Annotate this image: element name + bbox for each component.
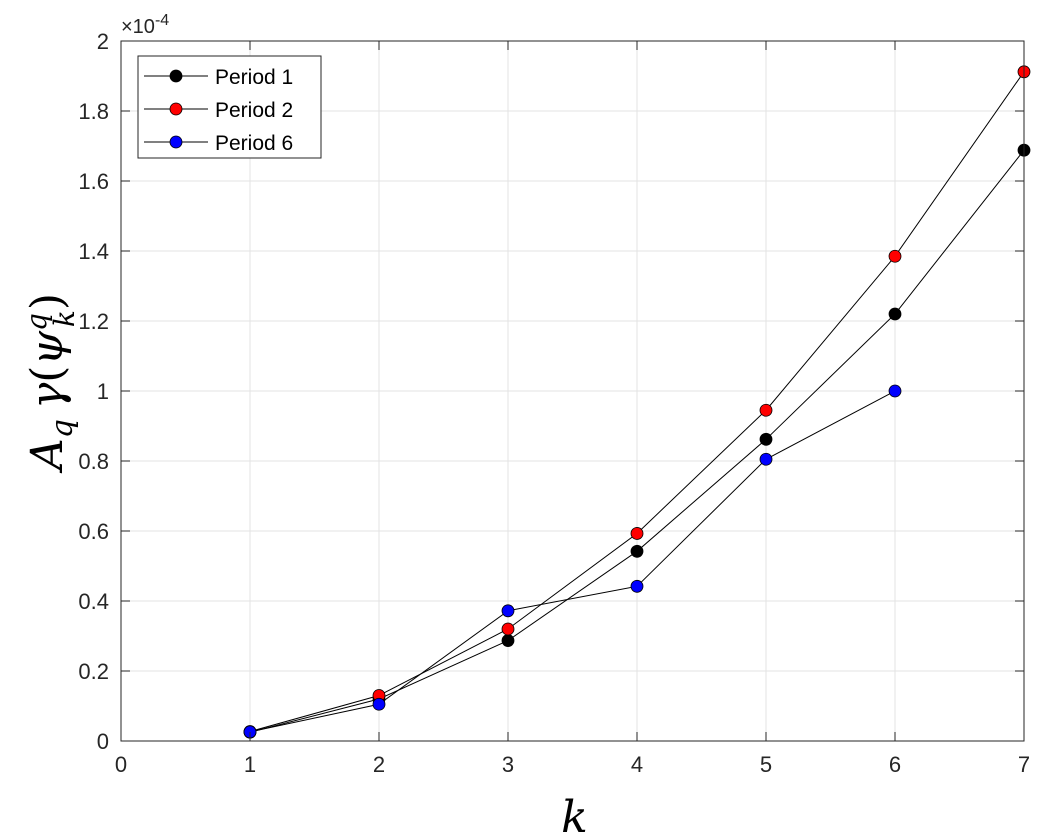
y-tick-labels: 0 0.2 0.4 0.6 0.8 1 1.2 1.4 1.6 1.8 2 [78, 29, 109, 754]
legend-label: Period 6 [215, 132, 293, 155]
data-point-period-2 [759, 403, 773, 417]
y-label-gamma: γ [22, 382, 73, 409]
x-tick-label: 2 [373, 752, 385, 777]
y-label-A: A [22, 438, 73, 474]
data-point-period-6 [759, 452, 773, 466]
grid [120, 40, 1025, 742]
markers-layer [243, 65, 1031, 739]
data-point-period-2 [630, 527, 644, 540]
data-point-period-6 [630, 579, 644, 593]
x-tick-label: 0 [115, 752, 127, 777]
data-point-period-1 [630, 544, 644, 558]
legend-marker [169, 102, 183, 116]
x-tick-label: 4 [631, 752, 643, 777]
y-tick-label: 1.4 [78, 239, 109, 264]
x-tick-label: 5 [760, 752, 772, 777]
data-point-period-6 [501, 604, 515, 618]
data-point-period-1 [888, 307, 902, 321]
data-point-period-2 [888, 249, 902, 263]
x-tick-label: 7 [1018, 752, 1030, 777]
legend: Period 1 Period 2 Period 6 [137, 55, 322, 159]
y-tick-label: 2 [97, 29, 109, 54]
data-point-period-6 [888, 384, 902, 398]
y-label-q-sub: q [45, 419, 80, 438]
y-exponent-base: ×10 [121, 16, 155, 38]
tick-marks [120, 40, 1025, 742]
x-tick-labels: 0 1 2 3 4 5 6 7 [115, 752, 1030, 777]
y-axis-label: Aqγ(ψqk) [20, 293, 81, 474]
legend-label: Period 1 [215, 66, 293, 89]
y-label-psi: ψ [22, 331, 73, 366]
y-tick-label: 1.6 [78, 169, 109, 194]
y-label-open-paren: ( [22, 366, 73, 383]
series-layer [243, 65, 1031, 739]
y-tick-label: 0.6 [78, 519, 109, 544]
x-tick-label: 1 [244, 752, 256, 777]
x-tick-label: 6 [889, 752, 901, 777]
legend-box [137, 55, 322, 159]
legend-marker [169, 69, 183, 83]
y-tick-label: 0.8 [78, 449, 109, 474]
x-tick-label: 3 [502, 752, 514, 777]
y-label-close-paren: ) [22, 293, 73, 310]
data-point-period-1 [759, 432, 773, 446]
y-tick-label: 1.2 [78, 309, 109, 334]
y-exponent-power: -4 [155, 12, 169, 29]
y-label-q-sup: q [20, 313, 53, 331]
legend-marker [169, 135, 183, 149]
legend-label: Period 2 [215, 99, 293, 122]
y-tick-label: 0.4 [78, 589, 109, 614]
y-label-k-sub: k [48, 310, 81, 327]
y-tick-label: 1.8 [78, 99, 109, 124]
y-tick-label: 0.2 [78, 659, 109, 684]
data-point-period-6 [372, 697, 386, 711]
x-axis-label: k [561, 792, 588, 838]
data-point-period-2 [501, 622, 515, 636]
series-line-period-6 [249, 390, 896, 733]
data-point-period-1 [501, 634, 515, 647]
y-exponent-label: ×10-4 [121, 12, 169, 38]
y-tick-label: 1 [97, 379, 109, 404]
y-tick-label: 0 [97, 729, 109, 754]
